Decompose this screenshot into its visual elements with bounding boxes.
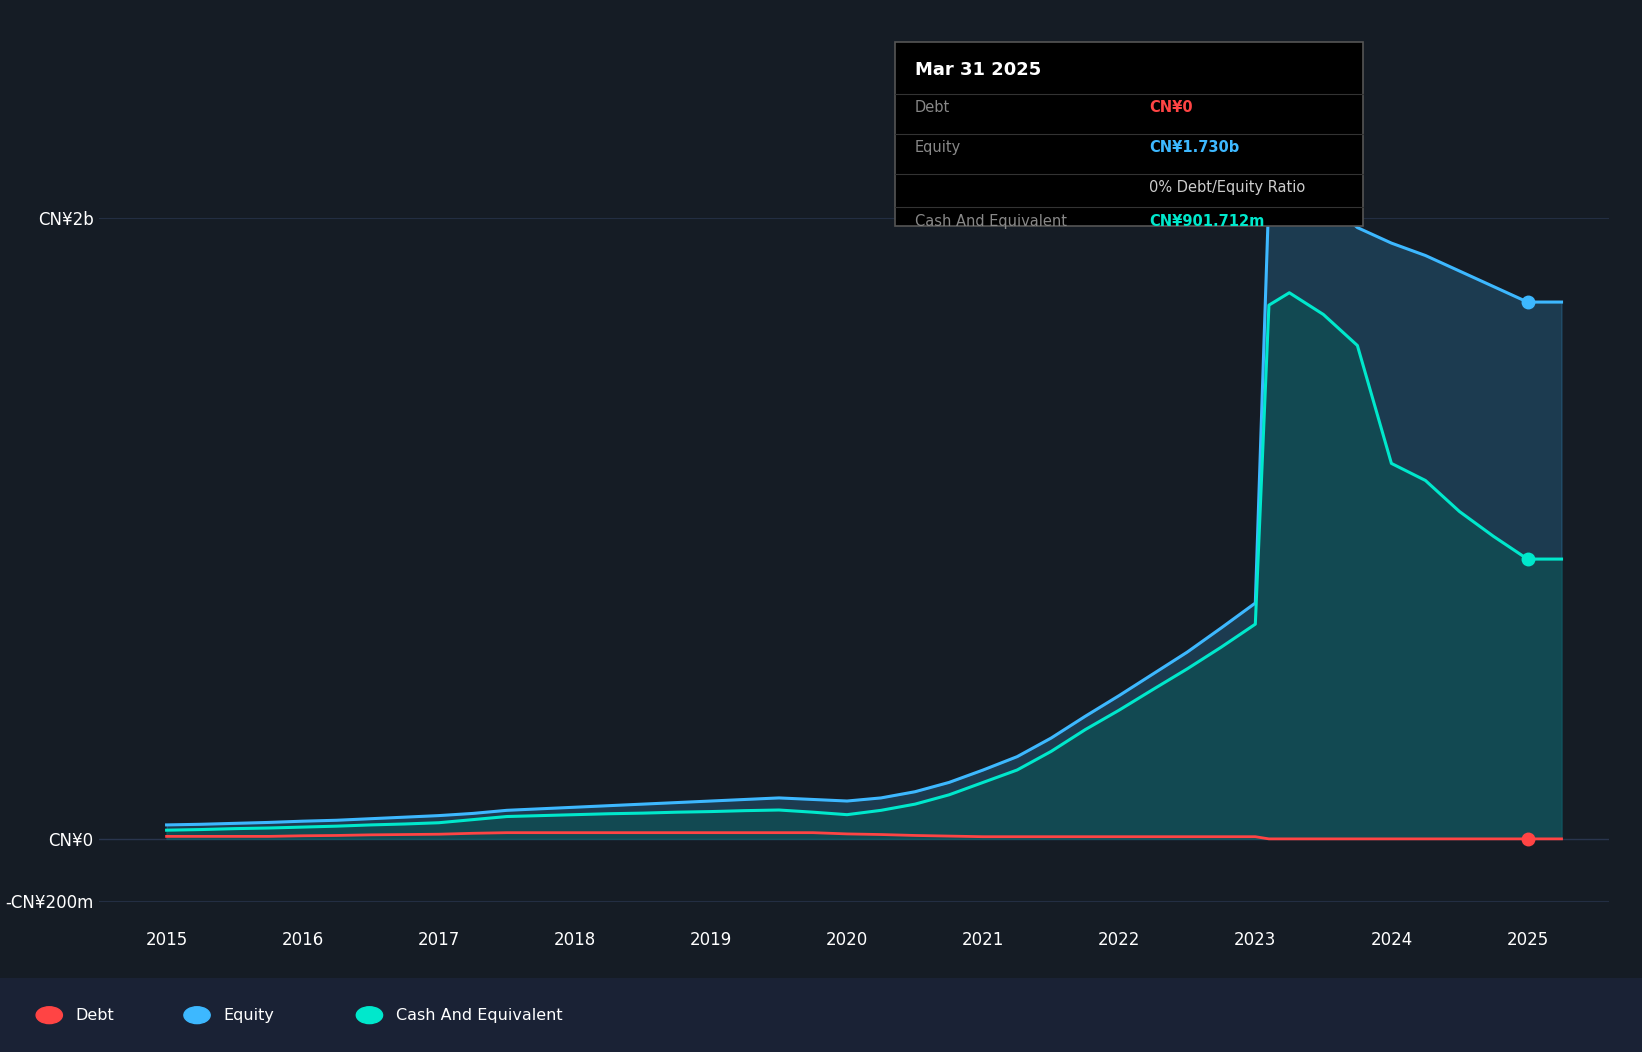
Text: CN¥901.712m: CN¥901.712m bbox=[1149, 214, 1264, 228]
Text: Mar 31 2025: Mar 31 2025 bbox=[915, 61, 1041, 79]
Text: Debt: Debt bbox=[915, 100, 949, 115]
Text: 0% Debt/Equity Ratio: 0% Debt/Equity Ratio bbox=[1149, 180, 1305, 195]
Text: CN¥0: CN¥0 bbox=[1149, 100, 1194, 115]
Text: CN¥1.730b: CN¥1.730b bbox=[1149, 140, 1240, 155]
Text: Debt: Debt bbox=[76, 1008, 115, 1023]
Text: Cash And Equivalent: Cash And Equivalent bbox=[396, 1008, 562, 1023]
Text: Equity: Equity bbox=[915, 140, 961, 155]
Text: Cash And Equivalent: Cash And Equivalent bbox=[915, 214, 1067, 228]
Text: Equity: Equity bbox=[223, 1008, 274, 1023]
